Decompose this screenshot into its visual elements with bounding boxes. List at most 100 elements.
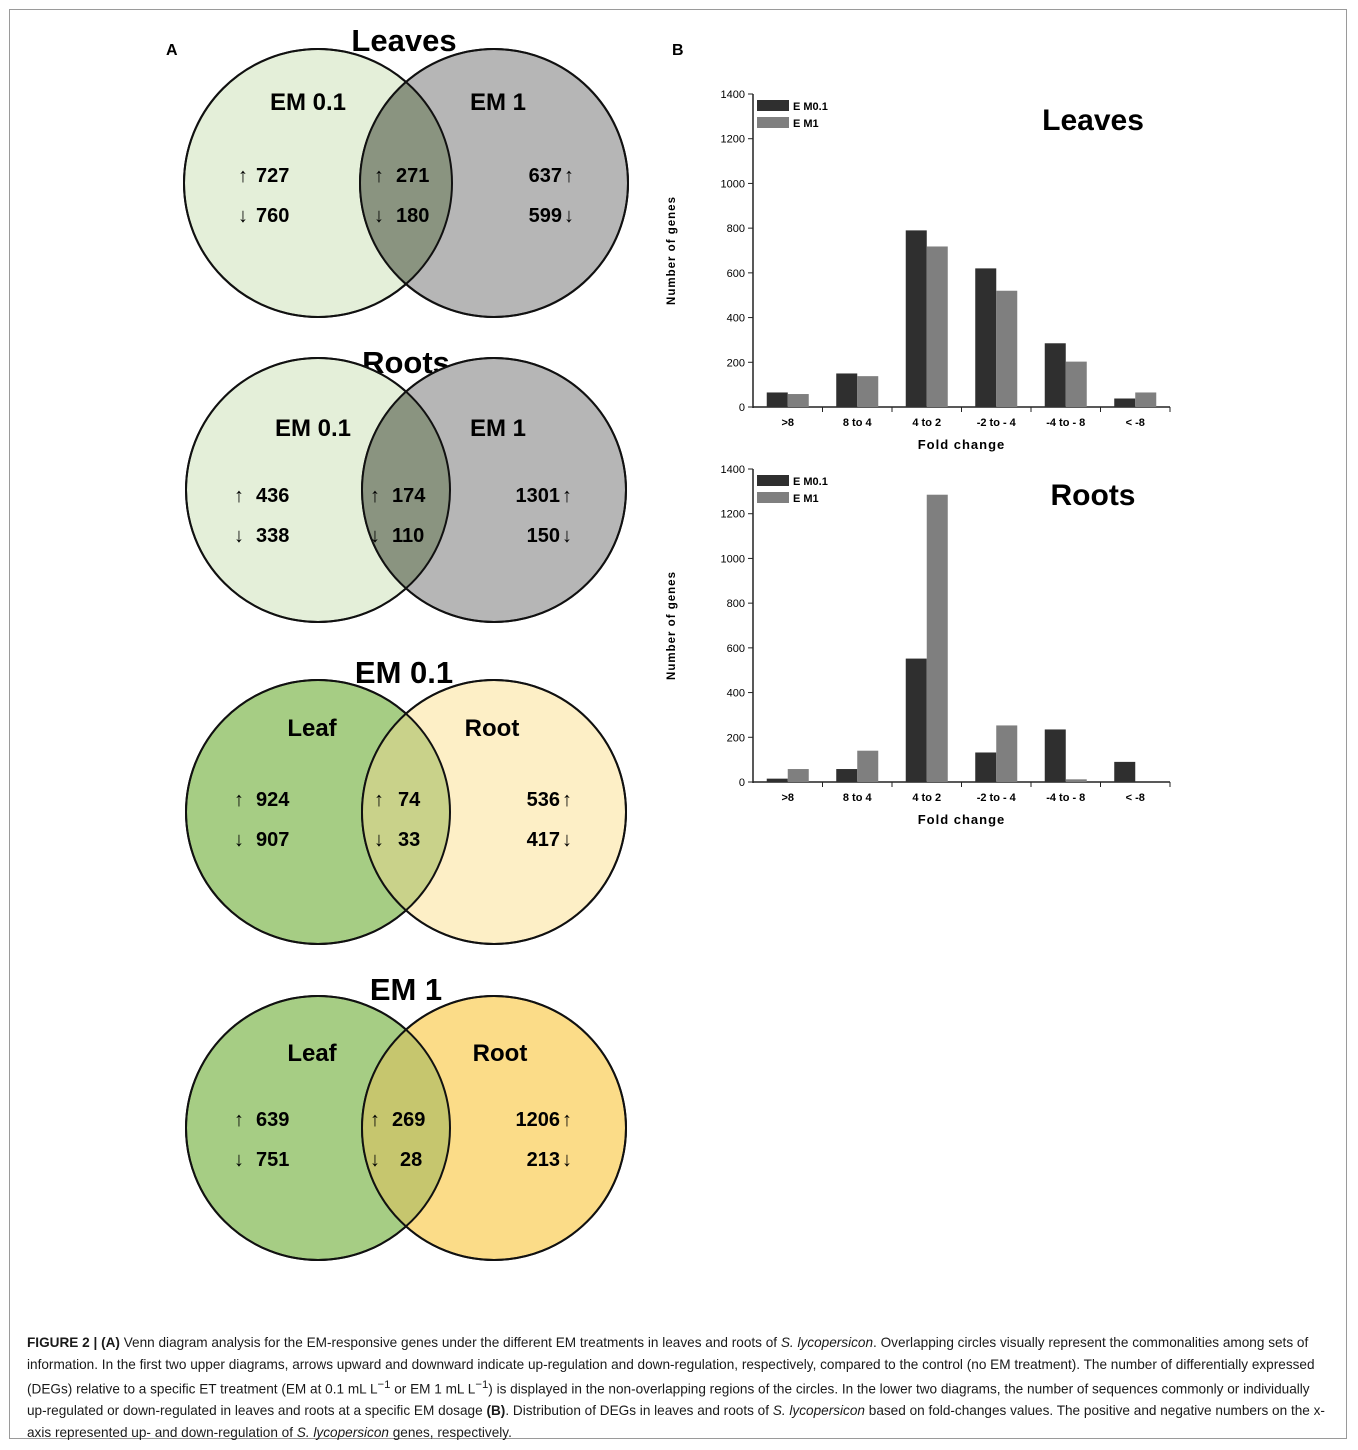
bar (996, 290, 1018, 407)
venn-title: EM 1 (370, 972, 442, 1007)
down-arrow-icon: ↓ (564, 205, 574, 227)
y-tick-label: 1200 (721, 134, 745, 146)
mid-up-count: 174 (392, 485, 426, 507)
x-tick-label: >8 (781, 792, 794, 804)
down-arrow-icon: ↓ (370, 1149, 380, 1171)
figure-caption: FIGURE 2 | (A) Venn diagram analysis for… (27, 1332, 1332, 1443)
bar (1044, 343, 1066, 407)
right-down-count: 213 (527, 1149, 560, 1171)
caption-text: . Overlapping circles visually represent… (27, 1335, 1315, 1397)
bar (766, 778, 788, 782)
x-tick-label: -2 to - 4 (977, 417, 1017, 429)
left-up-count: 924 (256, 789, 290, 811)
x-axis-label: Fold change (918, 812, 1006, 827)
y-tick-label: 0 (739, 402, 745, 414)
legend-label: E M1 (793, 118, 819, 130)
up-arrow-icon: ↑ (370, 485, 380, 507)
right-up-count: 1206 (516, 1109, 561, 1131)
venn-overlap (362, 680, 450, 944)
legend-label: E M0.1 (793, 476, 828, 488)
bar (787, 769, 809, 782)
caption-text: genes, respectively. (388, 1424, 512, 1440)
right-up-count: 1301 (516, 485, 561, 507)
up-arrow-icon: ↑ (562, 789, 572, 811)
caption-text: ) is displayed in the non-overlapping re… (27, 1381, 1310, 1418)
caption-text: . Distribution of DEGs in leaves and roo… (505, 1402, 773, 1418)
caption-figure-number: FIGURE 2 | (27, 1335, 98, 1350)
down-arrow-icon: ↓ (562, 1149, 572, 1171)
panel-label-b: B (672, 42, 684, 59)
mid-down-count: 28 (400, 1149, 422, 1171)
bar (975, 268, 997, 407)
mid-up-count: 269 (392, 1109, 425, 1131)
x-tick-label: -4 to - 8 (1046, 417, 1085, 429)
down-arrow-icon: ↓ (234, 1149, 244, 1171)
y-tick-label: 400 (727, 688, 745, 700)
chart-title: Leaves (1042, 104, 1144, 137)
x-axis-label: Fold change (918, 437, 1006, 452)
y-tick-label: 1000 (721, 553, 745, 565)
panel-label-a: A (166, 42, 178, 59)
bar (996, 725, 1018, 782)
venn-panel: Leaves EM 0.1 EM 1 ↑ 727 ↓ 760 ↑ 271 ↓ 1… (183, 23, 629, 1261)
x-tick-label: -4 to - 8 (1046, 792, 1085, 804)
caption-panel-a: (A) (101, 1335, 120, 1350)
down-arrow-icon: ↓ (234, 525, 244, 547)
bar (1044, 729, 1066, 782)
x-tick-label: 4 to 2 (912, 417, 941, 429)
mid-up-count: 271 (396, 165, 429, 187)
caption-species: S. lycopersicon (772, 1402, 865, 1418)
up-arrow-icon: ↑ (370, 1109, 380, 1131)
caption-text: Venn diagram analysis for the EM-respons… (119, 1335, 781, 1350)
down-arrow-icon: ↓ (562, 525, 572, 547)
right-down-count: 150 (527, 525, 560, 547)
venn-title: EM 0.1 (355, 655, 453, 690)
down-arrow-icon: ↓ (562, 829, 572, 851)
caption-species: S. lycopersicon (296, 1424, 389, 1440)
venn-left-label: Leaf (287, 715, 337, 742)
up-arrow-icon: ↑ (374, 789, 384, 811)
legend-swatch (757, 475, 789, 486)
down-arrow-icon: ↓ (238, 205, 248, 227)
bar (766, 392, 788, 407)
down-arrow-icon: ↓ (370, 525, 380, 547)
up-arrow-icon: ↑ (234, 789, 244, 811)
x-tick-label: < -8 (1126, 417, 1145, 429)
x-tick-label: 8 to 4 (843, 792, 873, 804)
venn-right-label: Root (473, 1040, 528, 1067)
y-tick-label: 1400 (721, 464, 745, 476)
left-down-count: 338 (256, 525, 289, 547)
venn-right-label: EM 1 (470, 89, 526, 116)
venn-left-label: EM 0.1 (270, 89, 346, 116)
left-up-count: 436 (256, 485, 289, 507)
caption-species: S. lycopersicon (780, 1335, 874, 1350)
venn-left-label: Leaf (287, 1040, 337, 1067)
bar (1065, 779, 1087, 782)
venn-em1: EM 1 Leaf Root ↑ 639 ↓ 751 ↑ 269 ↓ 28 12… (185, 972, 627, 1261)
bar (787, 394, 809, 407)
venn-overlap (360, 49, 452, 317)
caption-superscript: −1 (475, 1378, 489, 1391)
chart-title: Roots (1051, 479, 1136, 512)
down-arrow-icon: ↓ (374, 205, 384, 227)
bar (1135, 392, 1157, 407)
bar (836, 769, 858, 782)
bar (857, 750, 879, 782)
bar (1114, 761, 1136, 782)
y-tick-label: 600 (727, 268, 745, 280)
right-up-count: 536 (527, 789, 560, 811)
bar-chart-roots: 0 200 400 600 800 1000 1200 1400 >8 8 to 4 4 to 2 -… (666, 464, 1171, 827)
mid-down-count: 110 (392, 525, 424, 547)
x-tick-label: 8 to 4 (843, 417, 873, 429)
up-arrow-icon: ↑ (564, 165, 574, 187)
bar (905, 230, 927, 407)
x-tick-label: >8 (781, 417, 794, 429)
venn-overlap (362, 996, 450, 1260)
legend-swatch (757, 492, 789, 503)
down-arrow-icon: ↓ (374, 829, 384, 851)
right-up-count: 637 (529, 165, 562, 187)
venn-right-label: EM 1 (470, 415, 526, 442)
right-down-count: 417 (527, 829, 560, 851)
venn-title: Leaves (351, 23, 456, 58)
up-arrow-icon: ↑ (238, 165, 248, 187)
